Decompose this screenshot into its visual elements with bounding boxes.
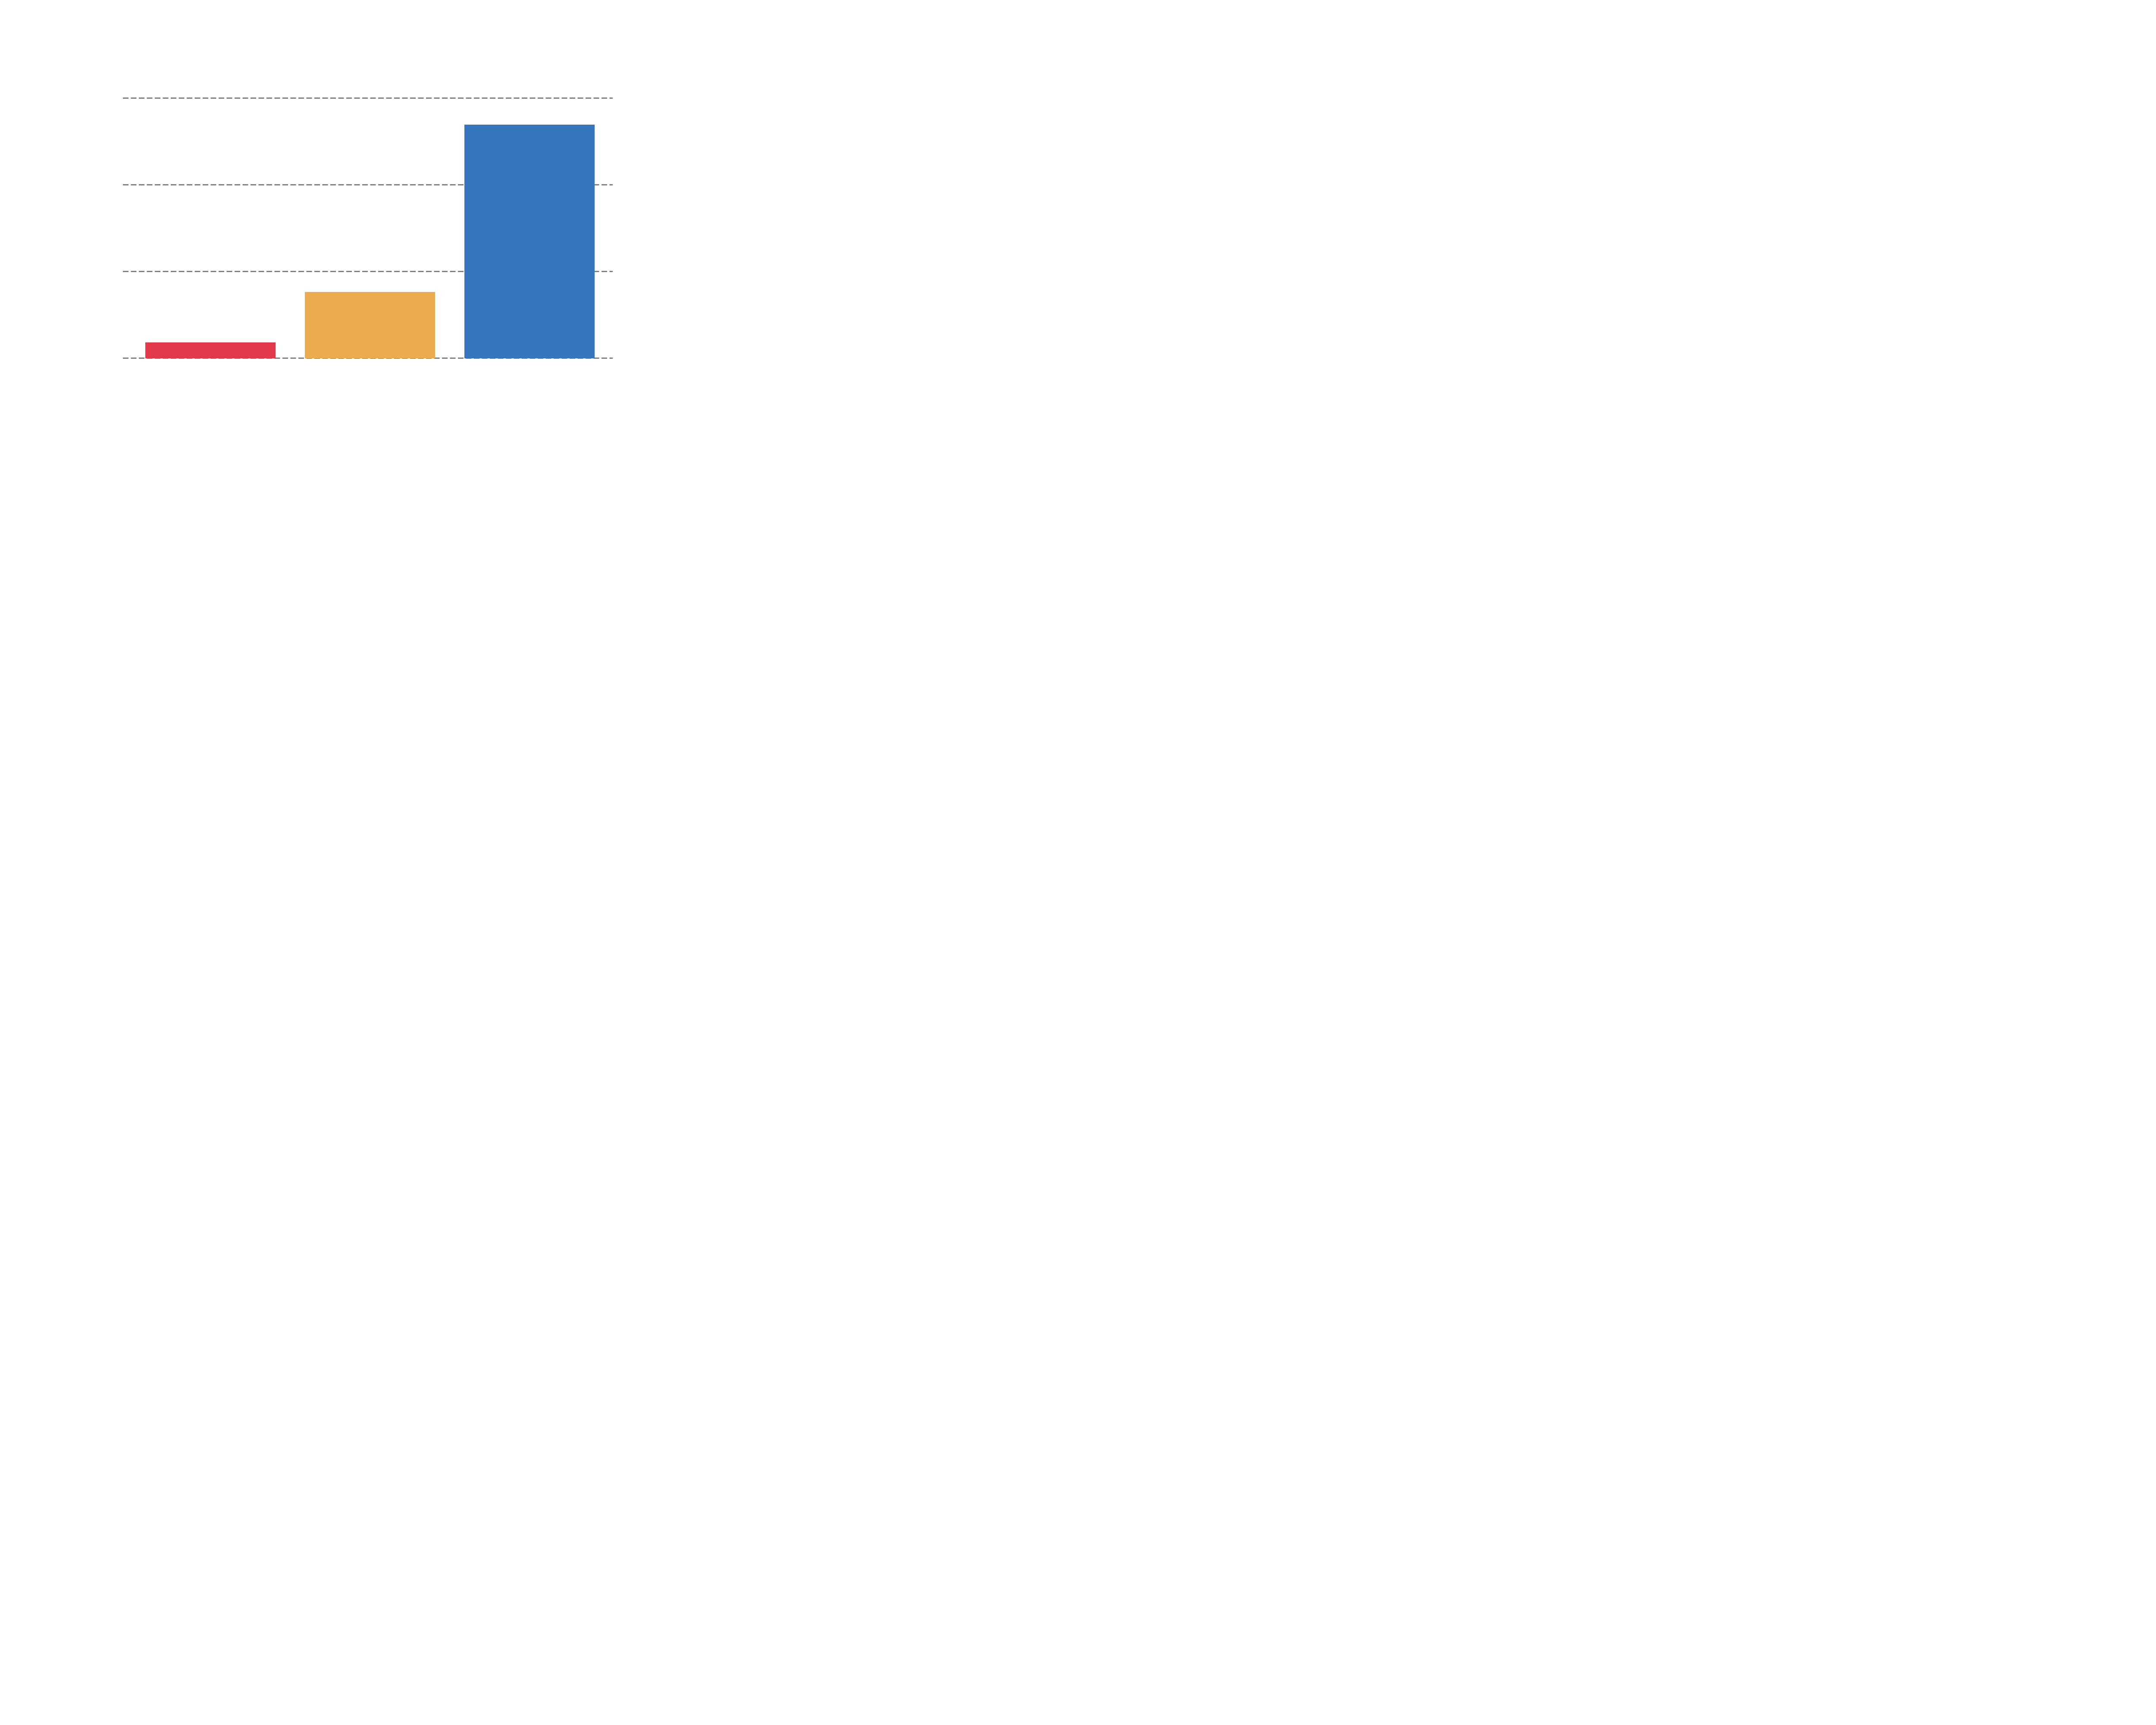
bar-blue — [464, 125, 595, 359]
gridline-2 — [123, 184, 613, 185]
gridline-3 — [123, 97, 613, 99]
bar-red — [145, 342, 276, 359]
gridline-1 — [123, 270, 613, 272]
bar-chart-figure — [0, 0, 647, 431]
bar-orange — [305, 292, 436, 359]
bar-chart-plot-area — [0, 0, 647, 431]
